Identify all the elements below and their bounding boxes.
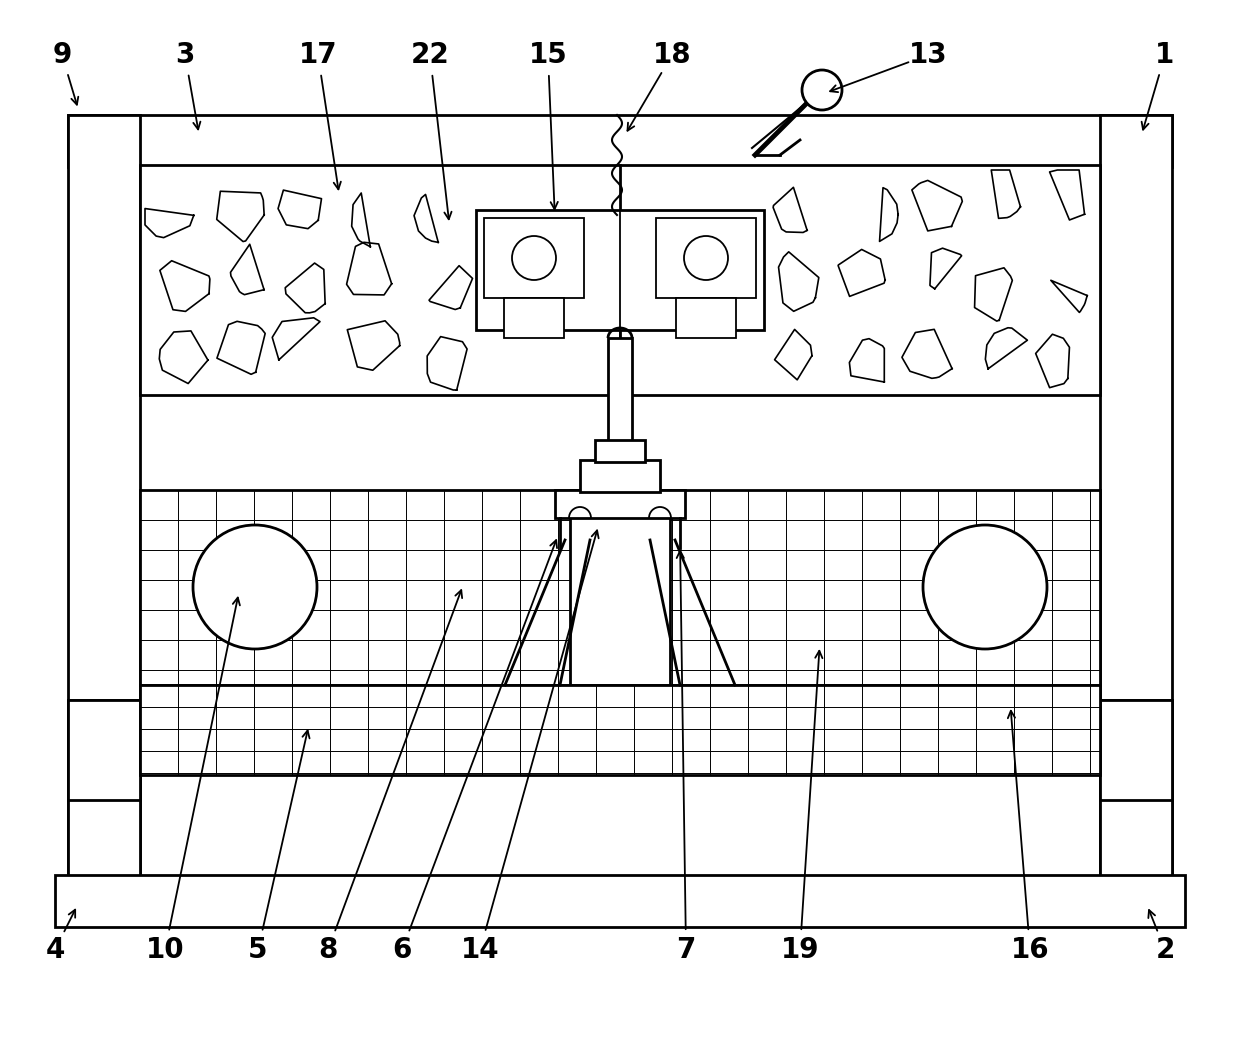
- Bar: [140, 490, 1100, 685]
- Bar: [676, 298, 737, 338]
- Bar: [503, 298, 564, 338]
- Text: 19: 19: [781, 937, 820, 964]
- Bar: [68, 700, 140, 800]
- Bar: [608, 338, 632, 496]
- Bar: [484, 218, 584, 298]
- Text: 7: 7: [676, 937, 696, 964]
- Text: 10: 10: [145, 937, 185, 964]
- Text: 16: 16: [1011, 937, 1049, 964]
- Bar: [570, 490, 670, 685]
- Circle shape: [923, 525, 1047, 649]
- Bar: [556, 490, 684, 518]
- Bar: [1100, 700, 1172, 900]
- Text: 1: 1: [1156, 41, 1174, 69]
- Text: 18: 18: [652, 41, 692, 69]
- Bar: [1100, 700, 1172, 800]
- Bar: [595, 440, 645, 462]
- Text: 3: 3: [175, 41, 195, 69]
- Text: 9: 9: [52, 41, 72, 69]
- Bar: [476, 210, 764, 330]
- Circle shape: [193, 525, 317, 649]
- Bar: [656, 218, 756, 298]
- Text: 15: 15: [528, 41, 568, 69]
- Bar: [1100, 115, 1172, 900]
- Text: 2: 2: [1156, 937, 1174, 964]
- Bar: [140, 685, 1100, 775]
- Bar: [68, 700, 140, 900]
- Bar: [55, 875, 1185, 927]
- Text: 8: 8: [319, 937, 337, 964]
- Bar: [68, 115, 140, 900]
- Text: 17: 17: [299, 41, 337, 69]
- Bar: [140, 165, 1100, 395]
- Text: 14: 14: [461, 937, 500, 964]
- Text: 4: 4: [46, 937, 64, 964]
- Text: 13: 13: [909, 41, 947, 69]
- Bar: [580, 460, 660, 492]
- Text: 22: 22: [410, 41, 449, 69]
- Text: 6: 6: [392, 937, 412, 964]
- Circle shape: [802, 70, 842, 110]
- Text: 5: 5: [248, 937, 268, 964]
- Bar: [68, 115, 1172, 167]
